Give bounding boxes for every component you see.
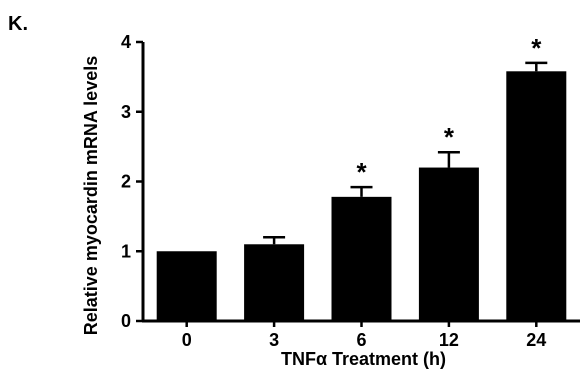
y-tick-label: 1 (121, 241, 131, 261)
x-tick-label-0: 0 (182, 330, 192, 350)
error-bars-group (263, 61, 548, 245)
significance-marker-6: * (356, 157, 367, 187)
significance-marker-24: * (531, 33, 542, 63)
bar-6 (331, 196, 392, 321)
x-tick-label-24: 24 (526, 330, 546, 350)
x-tick-label-12: 12 (439, 330, 459, 350)
bars-group (156, 71, 567, 321)
significance-marker-12: * (444, 122, 455, 152)
y-tick-label: 2 (121, 172, 131, 192)
x-tick-label-3: 3 (269, 330, 279, 350)
panel-label: K. (8, 13, 28, 35)
y-tick-label: 3 (121, 102, 131, 122)
y-axis-label: Relative myocardin mRNA levels (81, 56, 101, 335)
y-ticks-group: 0 1 2 3 4 (121, 32, 143, 331)
x-ticks-group: 0 3 6 12 24 (182, 321, 546, 350)
y-tick-label: 4 (121, 32, 131, 52)
y-tick-label: 0 (121, 311, 131, 331)
significance-group: * * * (356, 33, 542, 187)
x-tick-label-6: 6 (356, 330, 366, 350)
bar-0 (156, 251, 217, 321)
bar-3 (244, 244, 305, 321)
x-axis-label: TNFα Treatment (h) (281, 349, 446, 369)
bar-24 (506, 71, 567, 321)
bar-12 (418, 167, 479, 321)
